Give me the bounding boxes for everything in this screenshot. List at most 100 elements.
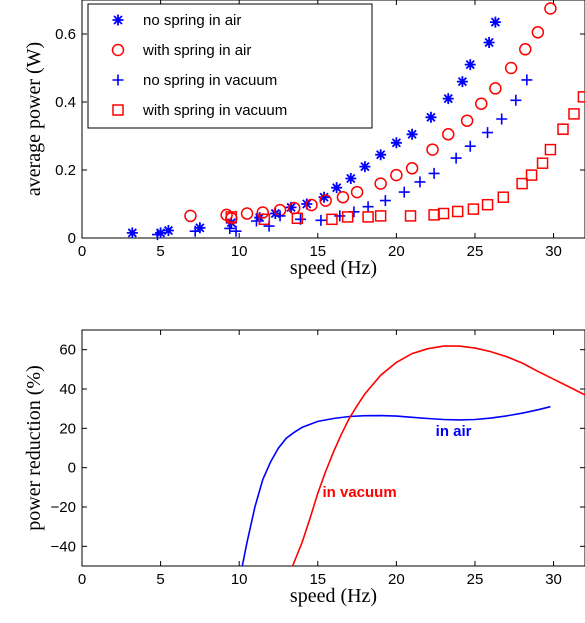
- data-point: [374, 210, 387, 222]
- legend-label: with spring in vacuum: [142, 102, 287, 119]
- data-point: [483, 37, 495, 48]
- data-point: [510, 94, 522, 106]
- data-point: [291, 212, 304, 225]
- data-point: [464, 59, 476, 71]
- data-point: [451, 205, 464, 218]
- data-point: [482, 127, 494, 139]
- data-point: [225, 217, 237, 229]
- data-point: [450, 152, 462, 164]
- data-point: [460, 114, 474, 127]
- data-point: [481, 198, 494, 211]
- x-tick-label: 15: [309, 243, 326, 260]
- data-point: [425, 111, 437, 123]
- data-point: [504, 61, 518, 75]
- data-point: [536, 157, 549, 169]
- data-point: [225, 211, 238, 223]
- data-point: [162, 225, 174, 237]
- data-point: [285, 201, 297, 213]
- power-vs-speed-chart: 0 5 10 15 20 25 30 0 0.2 0.4 0.6 speed (Hz) average …: [23, 0, 585, 279]
- data-point: [341, 211, 354, 223]
- data-point: [334, 210, 346, 222]
- y-tick-label: 60: [59, 342, 76, 359]
- data-point: [258, 213, 271, 226]
- data-point: [437, 207, 450, 220]
- data-point: [544, 143, 557, 156]
- data-point: [426, 143, 439, 156]
- x-tick-label: 0: [78, 571, 86, 588]
- y-tick-label: 40: [59, 381, 76, 398]
- data-point: [362, 201, 374, 213]
- data-point: [155, 227, 167, 239]
- data-point: [557, 123, 569, 135]
- data-point: [497, 191, 510, 203]
- plot-frame: [81, 329, 585, 567]
- x-tick-label: 0: [78, 243, 86, 260]
- data-point: [441, 128, 455, 141]
- data-point: [359, 161, 371, 173]
- series-with-spring-in-vacuum: [225, 91, 585, 226]
- legend-box: [87, 3, 373, 129]
- data-point: [398, 186, 410, 198]
- data-point: [379, 195, 391, 207]
- data-point: [496, 113, 508, 125]
- data-point: [456, 76, 468, 88]
- legend-marker: [111, 43, 125, 57]
- data-point: [362, 211, 374, 223]
- data-point: [544, 2, 557, 15]
- data-point: [405, 162, 419, 175]
- series-no-spring-in-air: [126, 16, 501, 239]
- x-tick-label: 30: [545, 571, 562, 588]
- data-point: [516, 177, 528, 190]
- data-point: [315, 214, 327, 226]
- data-point: [577, 91, 585, 103]
- data-point: [525, 169, 538, 181]
- plot-frame: [81, 0, 585, 239]
- y-axis-label: average power (W): [23, 42, 45, 196]
- data-point: [274, 210, 286, 222]
- legend: no spring in air with spring in air no spr…: [87, 3, 373, 129]
- data-point: [489, 82, 502, 95]
- data-point: [318, 191, 330, 203]
- data-point: [521, 74, 533, 86]
- series-no-spring-in-vacuum: [151, 74, 533, 241]
- x-tick-label: 30: [545, 243, 562, 260]
- y-axis-label: power reduction (%): [23, 365, 45, 531]
- legend-label: no spring in air: [143, 12, 241, 29]
- x-tick-label: 15: [309, 571, 326, 588]
- y-tick-label: 0.2: [55, 162, 76, 179]
- legend-marker: [112, 74, 124, 86]
- data-point: [240, 207, 254, 220]
- data-point: [375, 149, 387, 161]
- annotation-label: in air: [436, 423, 472, 440]
- data-point: [475, 97, 488, 110]
- data-point: [390, 137, 402, 149]
- data-point: [250, 215, 262, 227]
- x-tick-label: 25: [467, 571, 484, 588]
- x-tick-label: 10: [231, 243, 248, 260]
- series-line-in-vacuum: [291, 345, 585, 567]
- data-point: [464, 140, 476, 152]
- legend-label: with spring in air: [142, 42, 251, 59]
- x-tick-label: 20: [388, 243, 405, 260]
- data-point: [305, 198, 318, 212]
- y-tick-label: 0.4: [55, 94, 76, 111]
- data-point: [489, 16, 501, 28]
- x-tick-label: 5: [156, 243, 164, 260]
- data-point: [256, 206, 270, 219]
- y-tick-label: −40: [51, 538, 76, 555]
- data-point: [184, 209, 197, 223]
- x-tick-label: 10: [231, 571, 248, 588]
- data-point: [519, 43, 532, 56]
- x-tick-label: 25: [467, 243, 484, 260]
- data-point: [442, 93, 454, 105]
- data-point: [390, 168, 403, 182]
- data-point: [568, 108, 580, 120]
- legend-marker: [112, 14, 124, 26]
- data-point: [224, 222, 236, 234]
- x-tick-label: 5: [156, 571, 164, 588]
- y-tick-label: 20: [59, 420, 76, 437]
- x-axis-label: speed (Hz): [290, 257, 377, 279]
- data-point: [326, 213, 338, 226]
- power-reduction-chart: 0 5 10 15 20 25 30 −40 −20 0 20 40 60 speed (Hz) power…: [23, 329, 585, 607]
